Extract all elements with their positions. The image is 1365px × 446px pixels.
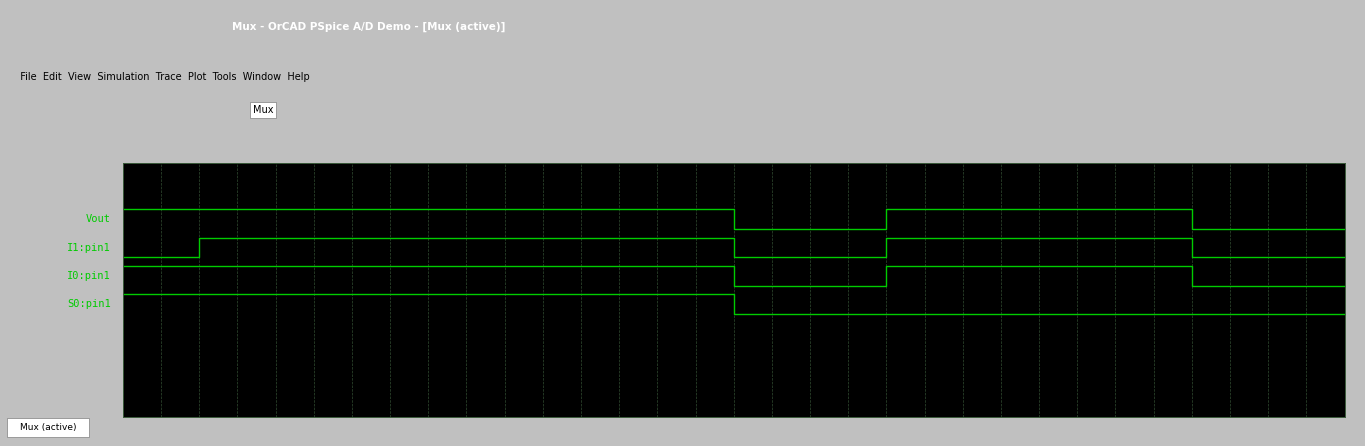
Text: S0:pin1: S0:pin1 bbox=[67, 299, 111, 309]
Text: File  Edit  View  Simulation  Trace  Plot  Tools  Window  Help: File Edit View Simulation Trace Plot Too… bbox=[14, 72, 310, 82]
Bar bbox=[7, 418, 89, 437]
X-axis label: Time: Time bbox=[721, 439, 747, 446]
Text: Mux (active): Mux (active) bbox=[19, 423, 76, 432]
Text: I1:pin1: I1:pin1 bbox=[67, 243, 111, 252]
Text: I0:pin1: I0:pin1 bbox=[67, 271, 111, 281]
Text: Vout: Vout bbox=[86, 214, 111, 224]
Text: Mux: Mux bbox=[253, 105, 273, 116]
Text: Mux - OrCAD PSpice A/D Demo - [Mux (active)]: Mux - OrCAD PSpice A/D Demo - [Mux (acti… bbox=[232, 22, 505, 32]
